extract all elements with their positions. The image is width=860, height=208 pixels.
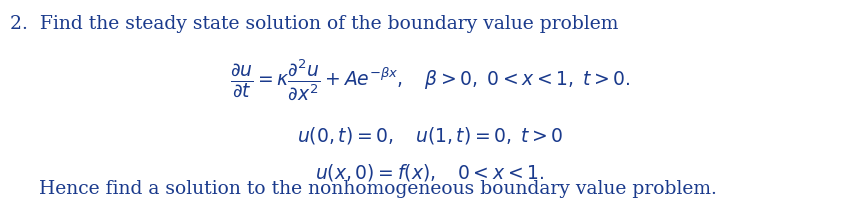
Text: 2.  Find the steady state solution of the boundary value problem: 2. Find the steady state solution of the… [10,15,618,33]
Text: Hence find a solution to the nonhomogeneous boundary value problem.: Hence find a solution to the nonhomogene… [39,180,716,198]
Text: $\dfrac{\partial u}{\partial t} = \kappa\dfrac{\partial^2 u}{\partial x^2} + Ae^: $\dfrac{\partial u}{\partial t} = \kappa… [230,58,630,103]
Text: $u(x,0) = f(x), \quad 0 < x < 1.$: $u(x,0) = f(x), \quad 0 < x < 1.$ [316,162,544,183]
Text: $u(0,t) = 0, \quad u(1,t) = 0, \; t > 0$: $u(0,t) = 0, \quad u(1,t) = 0, \; t > 0$ [297,125,563,146]
